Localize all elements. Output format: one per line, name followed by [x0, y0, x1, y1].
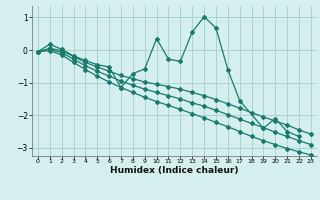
- X-axis label: Humidex (Indice chaleur): Humidex (Indice chaleur): [110, 166, 239, 175]
